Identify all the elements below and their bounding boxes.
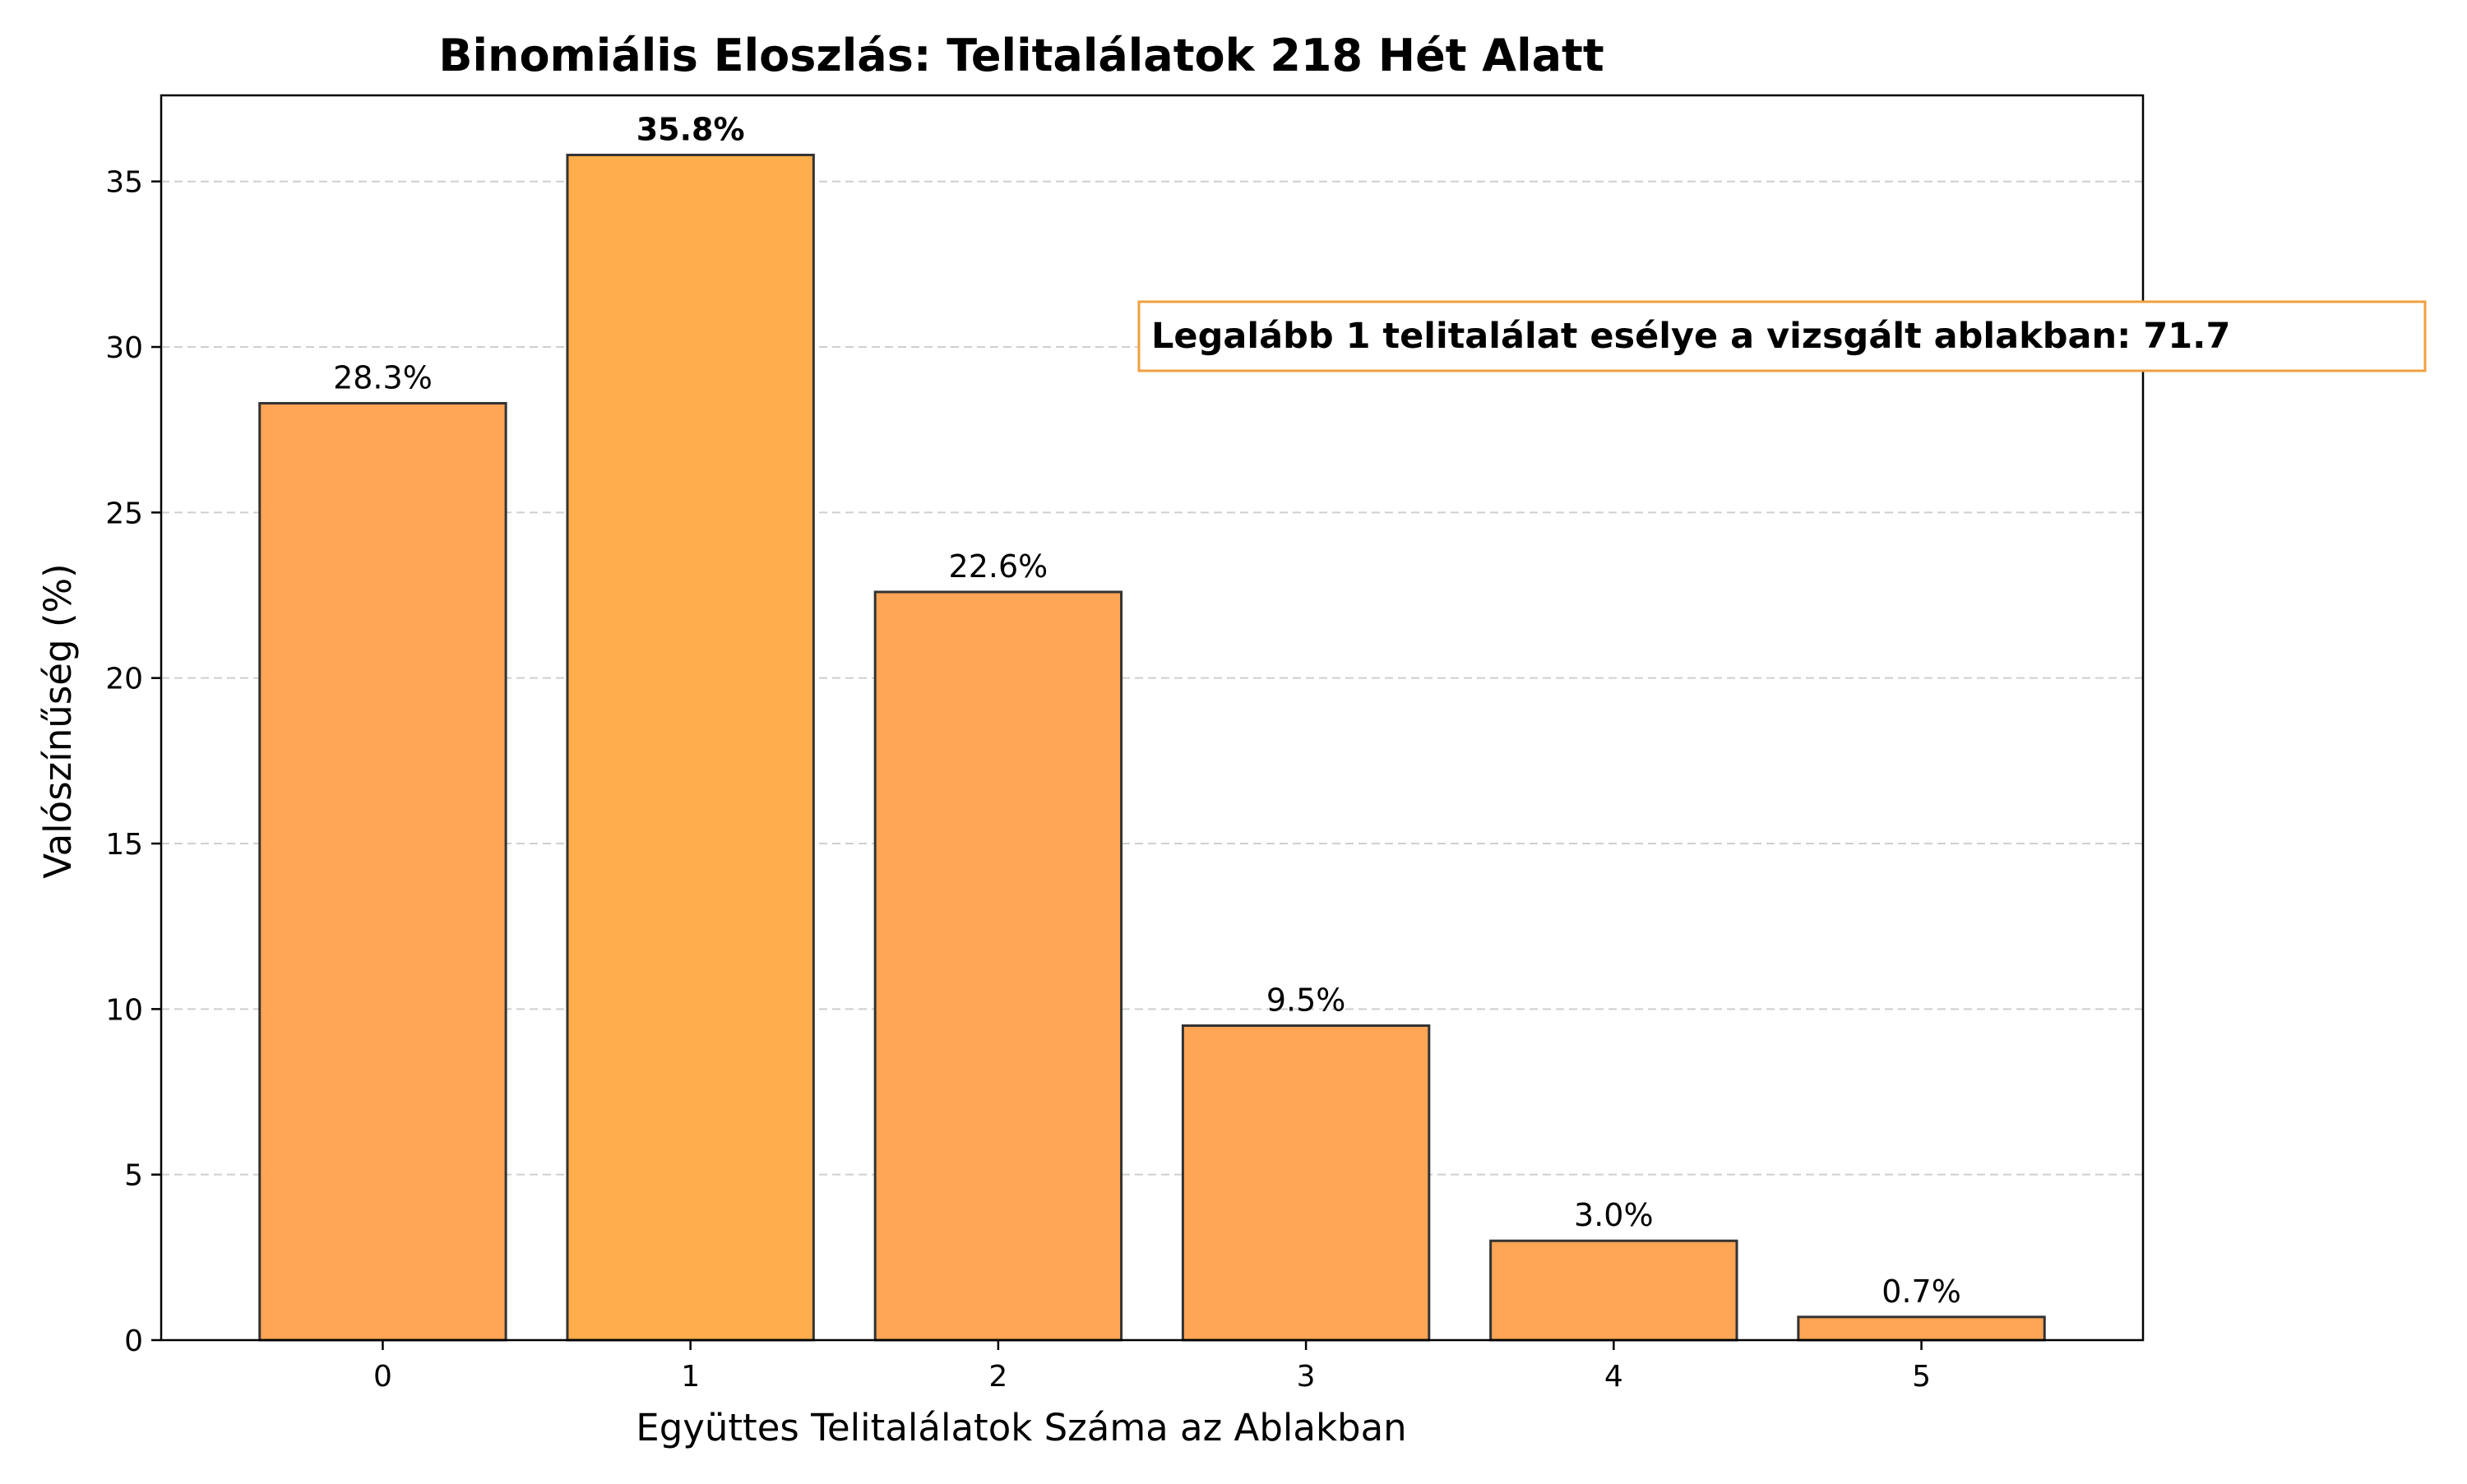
annotation-box: Legalább 1 telitalálat esélye a vizsgált… — [1137, 300, 2427, 372]
bar-value-label: 3.0% — [1574, 1197, 1654, 1233]
bar-value-labels: 28.3% 35.8% 22.6% 9.5% 3.0% 0.7% — [333, 111, 1961, 1309]
bar-2 — [873, 590, 1123, 1342]
annotation-text: Legalább 1 telitalálat esélye a vizsgált… — [1151, 316, 2230, 357]
y-tick-label: 10 — [105, 993, 143, 1027]
bar-value-label: 0.7% — [1881, 1274, 1961, 1310]
y-tick-label: 15 — [105, 828, 143, 862]
y-axis-ticks: 0 5 10 15 20 25 30 35 — [105, 166, 161, 1358]
y-tick-label: 30 — [105, 331, 143, 365]
bar-value-label: 28.3% — [333, 359, 433, 395]
x-axis-ticks: 0 1 2 3 4 5 — [373, 1340, 1931, 1394]
bar-1 — [566, 153, 815, 1342]
x-tick-label: 5 — [1912, 1360, 1931, 1394]
x-tick-label: 4 — [1604, 1360, 1623, 1394]
bar-value-label: 9.5% — [1266, 982, 1346, 1018]
y-axis-label: Valószínűség (%) — [36, 563, 80, 878]
y-tick-label: 20 — [105, 663, 143, 696]
x-tick-label: 0 — [373, 1360, 392, 1394]
bars — [258, 153, 2046, 1342]
x-axis-label: Együttes Telitalálatok Száma az Ablakban — [636, 1406, 1406, 1449]
bar-value-label: 35.8% — [636, 111, 745, 147]
y-tick-label: 35 — [105, 166, 143, 200]
bar-3 — [1181, 1024, 1431, 1342]
bar-value-label: 22.6% — [949, 548, 1048, 585]
chart-title: Binomiális Eloszlás: Telitalálatok 218 H… — [438, 30, 1604, 81]
bar-4 — [1489, 1239, 1738, 1342]
bar-0 — [258, 401, 507, 1342]
plot-frame — [160, 94, 2145, 1342]
x-tick-label: 3 — [1297, 1360, 1316, 1394]
y-tick-label: 0 — [124, 1325, 143, 1358]
y-tick-label: 5 — [124, 1159, 143, 1193]
annotation-border — [1137, 300, 2427, 372]
x-tick-label: 2 — [988, 1360, 1007, 1394]
y-tick-label: 25 — [105, 497, 143, 530]
bar-5 — [1797, 1315, 2046, 1342]
x-tick-label: 1 — [681, 1360, 700, 1394]
